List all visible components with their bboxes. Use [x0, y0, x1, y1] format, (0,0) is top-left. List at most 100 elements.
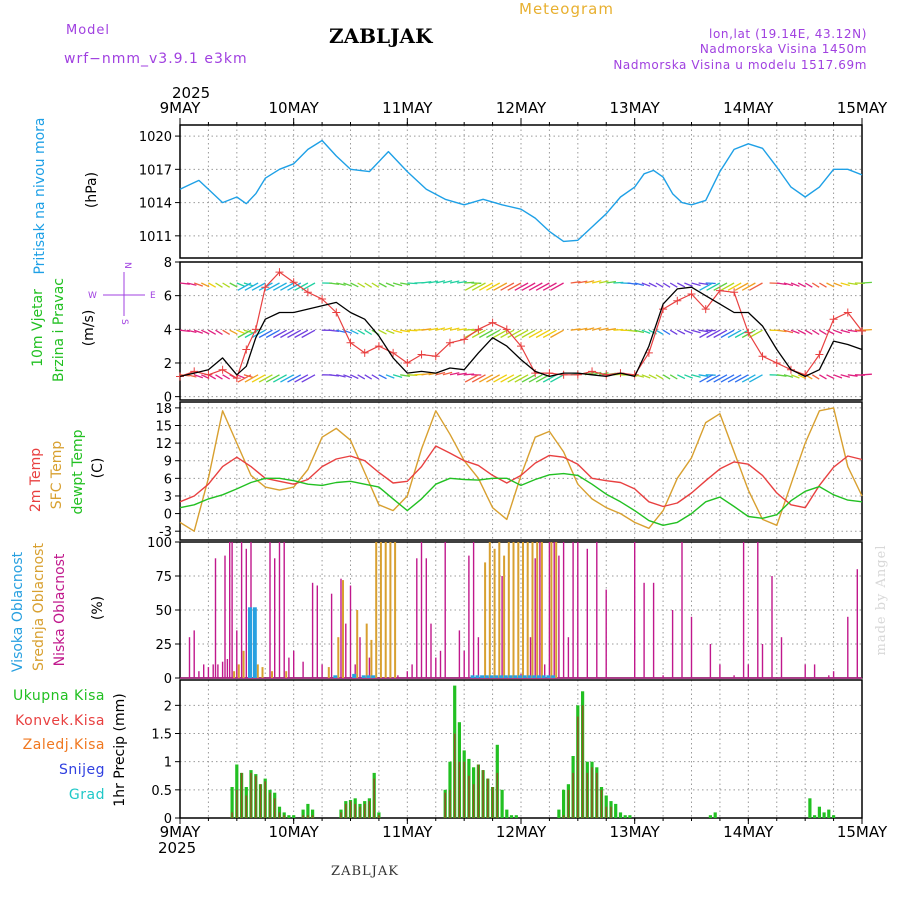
wind-arrow — [294, 282, 309, 291]
wind-arrow — [272, 282, 287, 291]
cloud-low-bar — [501, 576, 503, 678]
cloud-high-bar — [248, 607, 252, 678]
precip-conv-bar — [468, 775, 470, 818]
precip-conv-bar — [363, 803, 366, 818]
wind-arrow — [400, 282, 411, 286]
wind-arrow — [840, 374, 850, 378]
wind-arrow — [471, 329, 486, 339]
wind-gust-marker — [815, 350, 824, 359]
wind-arrow — [449, 327, 460, 331]
wind-arrow — [265, 329, 280, 339]
panel4-legend: Visoka Oblacnost Srednja Oblacnost Niska… — [10, 543, 106, 673]
cloud-low-bar — [214, 558, 217, 678]
wind-gust-marker — [218, 365, 227, 374]
precip-unit: 1hr Precip (mm) — [112, 693, 128, 806]
cloud-mid-bar — [261, 667, 264, 678]
bottom-day-label: 13MAY — [610, 823, 661, 841]
pressure-panel: 1011 1014 1017 1020 — [139, 124, 863, 259]
cloud-low-bar — [439, 650, 442, 678]
model-label: Model — [66, 23, 110, 38]
wind-arrow — [193, 329, 204, 334]
precip-conv-bar — [453, 733, 456, 818]
bottom-day-label: 11MAY — [382, 823, 433, 841]
precip-total-bar — [311, 809, 315, 818]
wind-arrow — [691, 374, 701, 378]
wind-arrow — [514, 282, 529, 291]
wind-arrow — [478, 374, 493, 383]
cloud-low-bar — [634, 542, 636, 678]
compass-rose: W E N S — [88, 262, 156, 325]
cloud-low-bar — [804, 664, 806, 678]
wind-arrow — [258, 374, 273, 383]
wind-arrow — [641, 282, 651, 287]
precip-conv-bar — [449, 789, 451, 818]
wind-arrow — [804, 329, 813, 335]
cloud-mid-legend: Srednja Oblacnost — [31, 543, 47, 671]
wind-arrow — [677, 282, 686, 288]
cloud-low-legend: Niska Oblacnost — [52, 553, 68, 666]
cloud-mid-bar — [550, 542, 553, 678]
wind-arrow — [734, 374, 749, 383]
wind-arrow — [237, 282, 252, 291]
bottom-day-label: 14MAY — [723, 823, 774, 841]
cloud-low-bar — [193, 630, 195, 678]
wind-arrow — [847, 282, 858, 286]
cloud-high-bar — [536, 675, 541, 678]
wind-arrow — [662, 374, 671, 380]
y-tick-label: 18 — [155, 402, 172, 417]
wind-legend-line1: 10m Vjetar — [30, 289, 46, 367]
wind-arrow — [336, 374, 346, 378]
wind-arrow — [500, 329, 515, 339]
wind-arrow — [550, 329, 564, 339]
wind-arrow — [706, 282, 721, 291]
wind-arrow — [833, 374, 843, 379]
cloud-low-bar — [269, 542, 271, 678]
precip-conv-bar — [581, 705, 584, 818]
wind-arrow — [734, 282, 749, 291]
cloud-low-bar — [472, 542, 475, 678]
wind-arrow — [400, 374, 411, 378]
wind-arrow — [840, 282, 850, 287]
precip-total-bar — [614, 803, 618, 818]
wind-arrow — [535, 329, 550, 339]
cloud-mid-bar — [540, 542, 543, 678]
wind-arrow — [826, 329, 835, 335]
precip-conv-bar — [572, 772, 574, 818]
wind-gust-marker — [403, 358, 412, 367]
wind-gust-marker — [190, 367, 199, 376]
wind-gust-marker — [744, 328, 753, 337]
wind-arrow — [776, 282, 787, 286]
wind-arrow — [428, 327, 439, 331]
precip-total-bar — [628, 815, 632, 818]
wind-gust-marker — [559, 370, 568, 379]
precip-total-bar — [500, 789, 504, 818]
cloud-low-bar — [605, 589, 607, 678]
wind-gust-marker — [232, 374, 241, 383]
cloud-mid-bar — [337, 637, 340, 678]
wind-arrow — [655, 282, 664, 288]
wind-arrow — [535, 282, 550, 291]
y-tick-label: 1 — [164, 756, 172, 771]
precip-conv-bar — [340, 812, 342, 818]
wind-gust-marker — [659, 305, 668, 314]
wind-arrow — [662, 282, 671, 288]
cloud-high-bar — [527, 675, 532, 678]
wind-arrow — [521, 329, 536, 339]
cloud-low-bar — [463, 650, 465, 678]
wind-arrow — [357, 282, 366, 288]
wind-arrow — [478, 282, 493, 291]
wind-arrow — [222, 282, 231, 288]
cloud-low-bar — [368, 657, 371, 678]
wind-arrow — [748, 282, 763, 291]
wind-arrow — [819, 329, 827, 335]
precip-conv-bar — [368, 801, 371, 818]
top-day-labels: 9MAY 10MAY 11MAY 12MAY 13MAY 14MAY 15MAY — [160, 99, 888, 125]
wind-gust-marker — [303, 288, 312, 297]
precip-conv-bar — [491, 787, 494, 818]
wind-arrow — [713, 329, 728, 339]
y-tick-label: 0 — [164, 391, 172, 406]
precip-total-bar — [230, 787, 234, 818]
wind-arrow — [456, 327, 467, 331]
wind-arrow — [570, 281, 581, 284]
cloud-high-legend: Visoka Oblacnost — [10, 551, 26, 672]
